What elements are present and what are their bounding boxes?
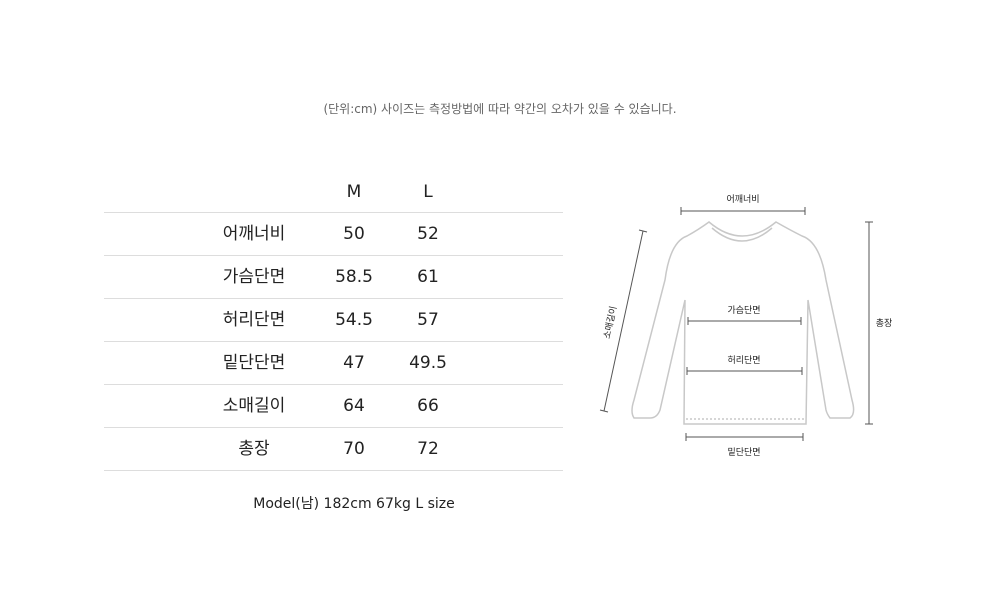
value-l: 52 bbox=[417, 224, 439, 244]
value-l: 72 bbox=[417, 439, 439, 459]
value-l: 49.5 bbox=[409, 353, 447, 373]
size-table: M L 어깨너비 50 52 가슴단면 58.5 61 허리단면 54.5 57… bbox=[104, 170, 563, 471]
value-l: 66 bbox=[417, 396, 439, 416]
table-row: 밑단단면 47 49.5 bbox=[104, 342, 563, 385]
table-row: 어깨너비 50 52 bbox=[104, 213, 563, 256]
row-label: 허리단면 bbox=[222, 310, 286, 330]
value-l: 61 bbox=[417, 267, 439, 287]
row-label: 어깨너비 bbox=[222, 224, 286, 244]
label-sleeve: 소매길이 bbox=[602, 305, 620, 340]
column-header-m: M bbox=[346, 182, 362, 202]
row-label: 밑단단면 bbox=[222, 353, 286, 373]
value-l: 57 bbox=[417, 310, 439, 330]
value-m: 58.5 bbox=[335, 267, 373, 287]
table-row: 허리단면 54.5 57 bbox=[104, 299, 563, 342]
value-m: 64 bbox=[343, 396, 365, 416]
value-m: 70 bbox=[343, 439, 365, 459]
label-chest: 가슴단면 bbox=[727, 305, 760, 316]
value-m: 47 bbox=[343, 353, 365, 373]
row-label: 가슴단면 bbox=[222, 267, 286, 287]
value-m: 50 bbox=[343, 224, 365, 244]
table-row: 총장 70 72 bbox=[104, 428, 563, 471]
label-waist: 허리단면 bbox=[727, 355, 760, 366]
table-row: 가슴단면 58.5 61 bbox=[104, 256, 563, 299]
table-row: 소매길이 64 66 bbox=[104, 385, 563, 428]
label-shoulder: 어깨너비 bbox=[726, 193, 759, 205]
size-notice: (단위:cm) 사이즈는 측정방법에 따라 약간의 오차가 있을 수 있습니다. bbox=[323, 102, 677, 116]
row-label: 총장 bbox=[238, 439, 270, 459]
model-info: Model(남) 182cm 67kg L size bbox=[253, 496, 455, 512]
row-label: 소매길이 bbox=[222, 396, 286, 416]
table-header: M L bbox=[104, 170, 563, 213]
shirt-outline bbox=[631, 221, 855, 425]
label-length: 총장 bbox=[876, 318, 893, 329]
label-hem: 밑단단면 bbox=[727, 446, 760, 458]
column-header-l: L bbox=[423, 182, 433, 202]
measure-lines bbox=[599, 207, 873, 441]
value-m: 54.5 bbox=[335, 310, 373, 330]
